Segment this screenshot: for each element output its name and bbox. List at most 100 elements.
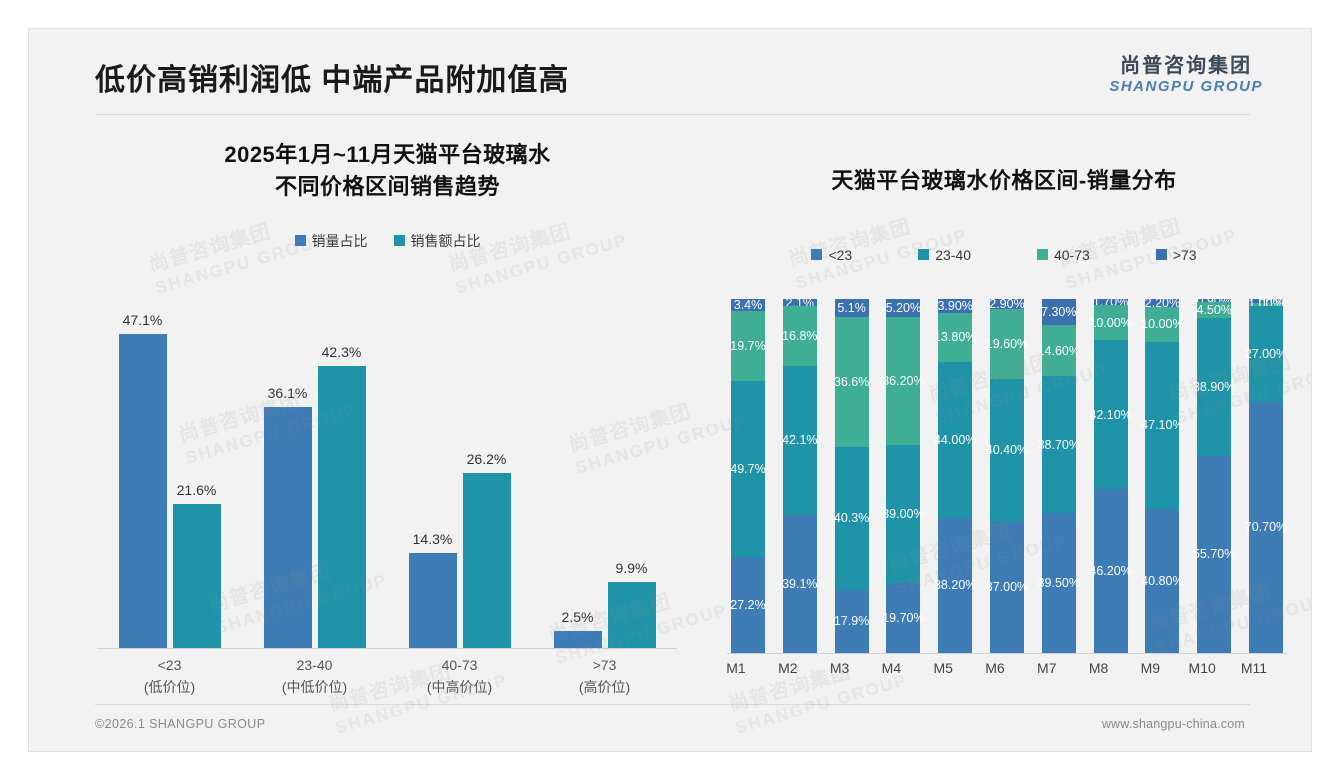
bar[interactable]	[118, 333, 167, 648]
stacked-bar-segment[interactable]: 39.50%	[1038, 513, 1080, 653]
right-chart-plot-area: 3.4% 19.7% 49.7% 27.2% 2.1% 16.8% 42.1% 39.1% 5.…	[727, 294, 1287, 654]
x-axis-tick-label: M5	[933, 660, 953, 676]
left-chart-title-line2: 不同价格区间销售趋势	[274, 173, 500, 199]
stacked-bar-segment[interactable]: 5.20%	[886, 299, 921, 318]
stacked-bar-column[interactable]: 1.70% 10.00% 42.10% 46.20%	[1089, 295, 1132, 653]
bar-column[interactable]: 36.1%	[263, 289, 312, 648]
segment-value-label: 3.4%	[733, 298, 763, 313]
stacked-bar-segment[interactable]: 2.90%	[989, 297, 1024, 311]
legend-item[interactable]: 40-73	[1037, 247, 1090, 263]
stacked-bar-segment[interactable]: 19.70%	[882, 583, 925, 653]
stacked-bar-segment[interactable]: 70.70%	[1245, 401, 1287, 653]
bar-column[interactable]: 9.9%	[607, 289, 656, 648]
stacked-bar-column[interactable]: 7.30% 14.60% 38.70% 39.50%	[1038, 299, 1080, 653]
segment-value-label: 39.00%	[882, 507, 925, 522]
stacked-bar-segment[interactable]: 40.3%	[833, 446, 870, 590]
stacked-bar-segment[interactable]: 44.00%	[934, 361, 976, 518]
stacked-bar-column[interactable]: 0.90% 4.50% 38.90% 55.70%	[1193, 294, 1235, 653]
stacked-bar-segment[interactable]: 7.30%	[1041, 299, 1077, 325]
stacked-bar-segment[interactable]: 10.00%	[1089, 305, 1132, 341]
bar-column[interactable]: 21.6%	[172, 289, 221, 648]
segment-value-label: 17.9%	[833, 614, 870, 629]
segment-value-label: 27.2%	[730, 597, 766, 612]
stacked-bar-segment[interactable]: 39.1%	[782, 514, 818, 653]
slide-header: 低价高销利润低 中端产品附加值高 尚普咨询集团 SHANGPU GROUP	[29, 29, 1311, 115]
stacked-bar-segment[interactable]: 10.00%	[1141, 306, 1184, 343]
legend-item[interactable]: 销售额占比	[393, 231, 481, 251]
segment-value-label: 39.1%	[782, 576, 818, 591]
stacked-bar-column[interactable]: 2.1% 16.8% 42.1% 39.1%	[782, 296, 818, 653]
stacked-bar-segment[interactable]: 2.20%	[1145, 296, 1180, 310]
legend-swatch-icon	[393, 235, 405, 247]
stacked-bar-segment[interactable]: 27.00%	[1245, 306, 1287, 402]
stacked-bar-segment[interactable]: 38.90%	[1193, 318, 1235, 456]
bar[interactable]	[172, 503, 221, 648]
stacked-bar-segment[interactable]: 42.10%	[1089, 340, 1132, 490]
stacked-bar-column[interactable]: 3.90% 13.80% 44.00% 38.20%	[934, 299, 976, 653]
stacked-bar-segment[interactable]: 47.10%	[1141, 342, 1184, 509]
stacked-bar-column[interactable]: 2.20% 10.00% 47.10% 40.80%	[1141, 296, 1184, 653]
stacked-bar-segment[interactable]: 16.8%	[782, 306, 818, 366]
segment-value-label: 19.7%	[730, 338, 766, 353]
stacked-bar-segment[interactable]: 13.80%	[934, 312, 976, 362]
bar-column[interactable]: 42.3%	[317, 289, 366, 648]
stacked-bar-segment[interactable]: 39.00%	[882, 445, 925, 584]
legend-label: <23	[828, 246, 853, 263]
segment-value-label: 39.50%	[1037, 576, 1080, 591]
right-chart-x-axis-labels: M1 M2 M3 M4 M5 M6 M7 M8 M9 M10 M11	[715, 660, 1275, 676]
stacked-bar-column[interactable]: 5.20% 36.20% 39.00% 19.70%	[882, 299, 925, 653]
left-chart-title-line1: 2025年1月~11月天猫平台玻璃水	[224, 142, 551, 167]
stacked-bar-segment[interactable]: 19.7%	[730, 311, 766, 381]
segment-value-label: 55.70%	[1192, 547, 1236, 562]
bar-column[interactable]: 2.5%	[553, 289, 602, 648]
legend-item[interactable]: 销量占比	[294, 231, 368, 251]
stacked-bar-segment[interactable]: 2.1%	[782, 296, 817, 310]
legend-item[interactable]: 23-40	[918, 247, 971, 263]
bar[interactable]	[408, 552, 457, 648]
stacked-bar-segment[interactable]: 27.2%	[730, 556, 766, 653]
bar-column[interactable]: 26.2%	[462, 289, 511, 648]
segment-value-label: 40.3%	[833, 511, 870, 526]
x-axis-tick-label: M10	[1188, 660, 1216, 676]
bar-column[interactable]: 47.1%	[118, 289, 167, 648]
right-chart-title: 天猫平台玻璃水价格区间-销量分布	[831, 168, 1177, 193]
stacked-bar-segment[interactable]: 38.20%	[934, 517, 976, 653]
stacked-bar-segment[interactable]: 38.70%	[1038, 376, 1080, 514]
stacked-bar-segment[interactable]: 40.40%	[986, 378, 1028, 522]
segment-value-label: 40.80%	[1141, 573, 1184, 588]
legend-item[interactable]: >73	[1155, 247, 1197, 263]
stacked-bar-segment[interactable]: 42.1%	[782, 365, 818, 515]
x-axis-tick-label: M6	[985, 660, 1005, 676]
stacked-bar-segment[interactable]: 3.90%	[937, 299, 972, 313]
legend-item[interactable]: <23	[811, 247, 852, 263]
stacked-bar-segment[interactable]: 55.70%	[1193, 455, 1235, 653]
stacked-bar-segment[interactable]: 49.7%	[730, 380, 766, 557]
stacked-bar-segment[interactable]: 46.20%	[1089, 489, 1132, 653]
stacked-bar-column[interactable]: 2.90% 19.60% 40.40% 37.00%	[986, 297, 1028, 653]
segment-value-label: 27.00%	[1244, 347, 1288, 362]
bar[interactable]	[607, 581, 656, 648]
stacked-bar-segment[interactable]: 36.6%	[834, 317, 869, 447]
bar-column[interactable]: 14.3%	[408, 289, 457, 648]
stacked-bar-segment[interactable]: 17.9%	[833, 589, 870, 653]
stacked-bar-segment[interactable]: 3.4%	[731, 298, 765, 313]
stacked-bar-segment[interactable]: 5.1%	[834, 299, 869, 318]
bar[interactable]	[317, 365, 366, 648]
stacked-bar-segment[interactable]: 14.60%	[1038, 324, 1080, 377]
stacked-bar-segment[interactable]: 37.00%	[986, 521, 1028, 653]
bar[interactable]	[462, 473, 511, 648]
stacked-bar-column[interactable]: 5.1% 36.6% 40.3% 17.9%	[833, 299, 870, 653]
stacked-bar-segment[interactable]: 4.50%	[1196, 302, 1232, 319]
stacked-bar-column[interactable]: 3.4% 19.7% 49.7% 27.2%	[730, 298, 766, 653]
stacked-bar-segment[interactable]: 36.20%	[882, 317, 925, 446]
bar[interactable]	[263, 406, 312, 648]
bar-group: 14.3% 26.2%	[400, 289, 520, 648]
stacked-bar-segment[interactable]: 40.80%	[1141, 508, 1184, 653]
bar[interactable]	[553, 631, 602, 648]
legend-swatch-icon	[1037, 249, 1048, 261]
stacked-bar-segment[interactable]: 19.60%	[986, 309, 1028, 379]
right-chart-panel: 天猫平台玻璃水价格区间-销量分布 <23 23-40 40-73 >73 3.4% 19…	[715, 139, 1293, 724]
left-chart-plot-area: 47.1% 21.6% 36.1% 42.3% 14.3% 26.2% 2.5% 9.9%	[97, 289, 677, 649]
footer-website[interactable]: www.shangpu-china.com	[1101, 717, 1245, 731]
stacked-bar-column[interactable]: 1.00% 1.00% 27.00% 70.70%	[1245, 294, 1287, 653]
